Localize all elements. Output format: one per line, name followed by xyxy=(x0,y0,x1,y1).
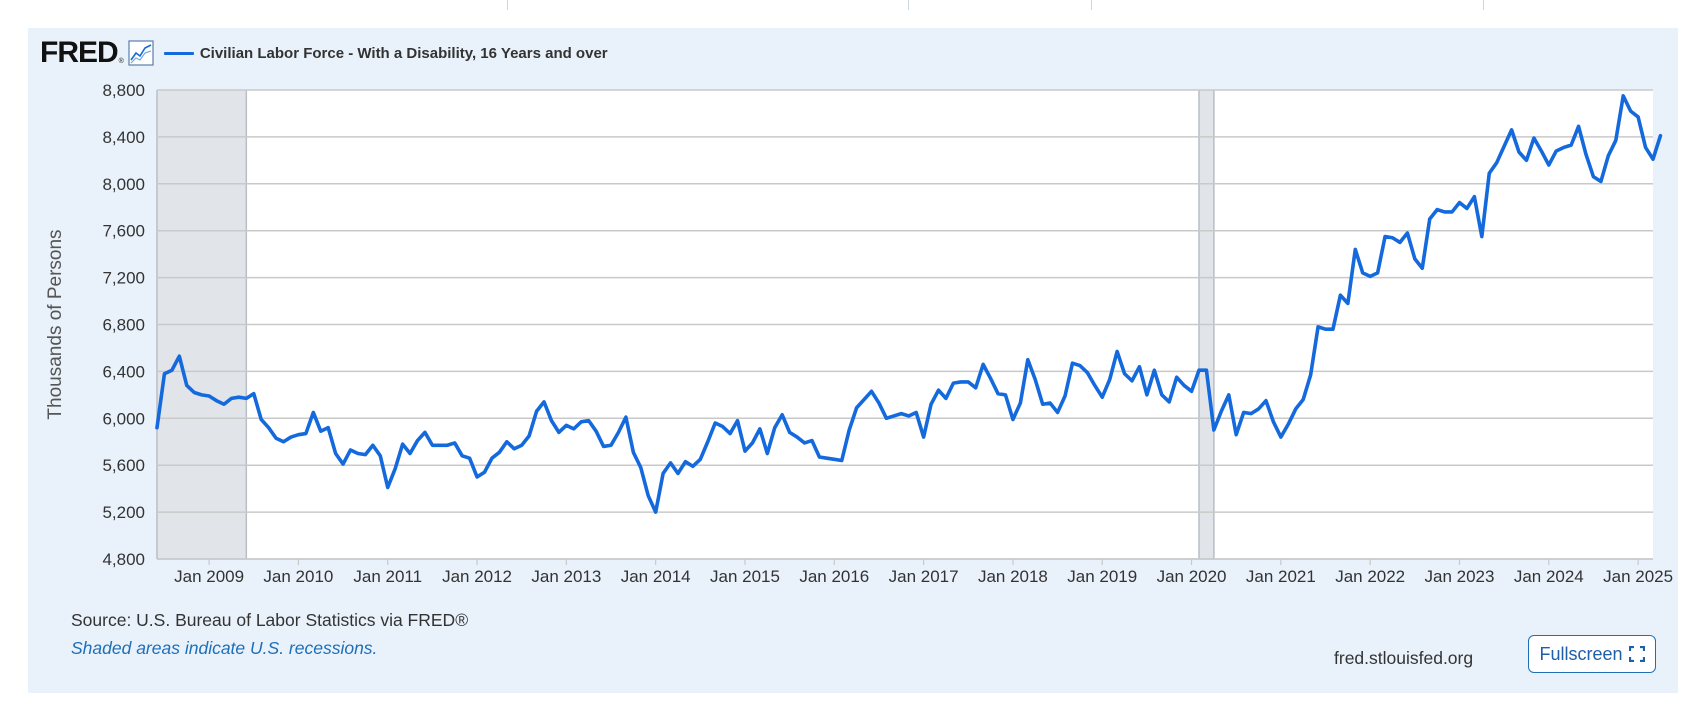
y-tick-label: 5,600 xyxy=(102,456,145,475)
y-tick-label: 8,000 xyxy=(102,175,145,194)
fred-logo[interactable]: FRED xyxy=(40,36,119,69)
x-tick-label: Jan 2010 xyxy=(263,567,333,586)
fred-logo-registered-mark: ® xyxy=(118,57,124,65)
y-tick-label: 8,800 xyxy=(102,81,145,100)
x-tick-label: Jan 2009 xyxy=(174,567,244,586)
x-tick-label: Jan 2016 xyxy=(799,567,869,586)
y-tick-label: 7,200 xyxy=(102,269,145,288)
y-tick-label: 6,800 xyxy=(102,316,145,335)
y-tick-label: 4,800 xyxy=(102,550,145,569)
y-tick-label: 7,600 xyxy=(102,222,145,241)
x-tick-label: Jan 2017 xyxy=(889,567,959,586)
site-url[interactable]: fred.stlouisfed.org xyxy=(1334,648,1474,668)
x-tick-label: Jan 2025 xyxy=(1603,567,1673,586)
x-tick-label: Jan 2023 xyxy=(1425,567,1495,586)
x-tick-label: Jan 2011 xyxy=(353,567,422,586)
y-tick-label: 6,400 xyxy=(102,362,145,381)
x-tick-label: Jan 2021 xyxy=(1246,567,1316,586)
x-tick-label: Jan 2012 xyxy=(442,567,512,586)
y-tick-label: 5,200 xyxy=(102,503,145,522)
recession-shading-note: Shaded areas indicate U.S. recessions. xyxy=(71,638,378,658)
x-tick-label: Jan 2020 xyxy=(1157,567,1227,586)
chart-header: FRED ® Civilian Labor Force - With a Dis… xyxy=(40,38,608,68)
fullscreen-label: Fullscreen xyxy=(1539,643,1623,664)
x-tick-label: Jan 2015 xyxy=(710,567,780,586)
x-tick-label: Jan 2022 xyxy=(1335,567,1405,586)
y-axis-title: Thousands of Persons xyxy=(45,229,66,419)
y-tick-label: 8,400 xyxy=(102,128,145,147)
fullscreen-button[interactable]: Fullscreen xyxy=(1528,635,1656,673)
x-tick-label: Jan 2024 xyxy=(1514,567,1584,586)
x-tick-label: Jan 2014 xyxy=(621,567,691,586)
chart-svg: 4,800 5,200 5,600 6,000 6,400 6,800 7,200 7,600… xyxy=(45,81,1673,586)
x-tick-label: Jan 2013 xyxy=(531,567,601,586)
x-tick-label: Jan 2018 xyxy=(978,567,1048,586)
legend-series-label: Civilian Labor Force - With a Disability… xyxy=(199,44,608,62)
top-divider-strip xyxy=(0,0,1701,10)
series-line xyxy=(155,94,1663,514)
expand-icon xyxy=(1628,646,1645,662)
line-graph-icon[interactable] xyxy=(128,40,154,66)
source-note: Source: U.S. Bureau of Labor Statistics … xyxy=(71,610,469,630)
x-tick-label: Jan 2019 xyxy=(1067,567,1137,586)
y-tick-label: 6,000 xyxy=(102,409,145,428)
chart-panel: 4,800 5,200 5,600 6,000 6,400 6,800 7,200 7,600… xyxy=(28,28,1678,693)
legend-swatch xyxy=(163,51,194,55)
